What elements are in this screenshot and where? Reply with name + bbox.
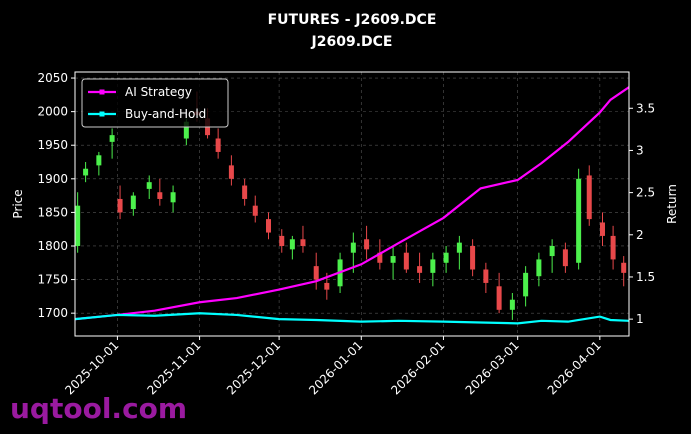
candle-body [170, 192, 176, 203]
candle-body [96, 155, 102, 166]
chart-title: FUTURES - J2609.DCE [268, 12, 437, 28]
plot-frame [74, 71, 630, 337]
candle-body [430, 259, 436, 273]
candle-body [610, 235, 616, 260]
candle-body [496, 286, 502, 310]
legend-box [81, 78, 229, 128]
legend-label: Buy-and-Hold [125, 107, 206, 121]
candle-body [621, 262, 627, 273]
y2-tick-label: 1 [636, 312, 644, 326]
candle-body [130, 195, 136, 210]
y-tick-label: 1700 [37, 306, 68, 320]
y-tick-label: 1900 [37, 172, 68, 186]
candle-body [289, 239, 295, 250]
y2-axis-label: Return [665, 184, 679, 224]
candle-body [576, 178, 582, 263]
y2-tick-label: 3 [636, 143, 644, 157]
candle-body [523, 272, 529, 297]
y2-tick-label: 2 [636, 228, 644, 242]
candle-body [242, 185, 248, 199]
y2-tick-label: 1.5 [636, 270, 655, 284]
y2-tick-label: 2.5 [636, 186, 655, 200]
legend-marker [99, 111, 105, 117]
candle-body [536, 259, 542, 277]
chart-subtitle: J2609.DCE [311, 34, 393, 50]
candle-body [117, 198, 123, 213]
candle-body [300, 239, 306, 246]
candle-body [83, 168, 89, 176]
y-axis-label: Price [11, 189, 25, 218]
candle-body [377, 252, 383, 263]
candle-body [266, 219, 272, 233]
candle-body [562, 249, 568, 267]
candle-body [157, 192, 163, 199]
candle-body [313, 266, 319, 280]
candle-body [599, 222, 605, 236]
y-tick-label: 1850 [37, 205, 68, 219]
y-tick-label: 1750 [37, 273, 68, 287]
candle-body [470, 245, 476, 270]
legend-label: AI Strategy [125, 85, 192, 99]
candle-body [324, 282, 330, 290]
candle-body [483, 269, 489, 283]
candle-body [228, 165, 234, 179]
candle-body [549, 245, 555, 257]
candle-body [456, 242, 462, 253]
legend-marker [99, 89, 105, 95]
candle-body [390, 256, 396, 263]
candle-body [350, 242, 356, 253]
candle-body [403, 252, 409, 270]
candle-body [146, 182, 152, 189]
candle-body [364, 239, 370, 250]
candle-body [252, 205, 258, 216]
candle-body [279, 235, 285, 246]
y2-tick-label: 3.5 [636, 101, 655, 115]
candle-body [215, 138, 221, 152]
series-line [74, 86, 630, 321]
candle-body [417, 266, 423, 273]
candle-body [183, 121, 189, 139]
candle-body [586, 175, 592, 220]
series-line [74, 312, 630, 325]
candle-body [509, 299, 515, 310]
y-tick-label: 2050 [37, 71, 68, 85]
y-tick-label: 1800 [37, 239, 68, 253]
y-tick-label: 1950 [37, 138, 68, 152]
watermark: uqtool.com [10, 392, 187, 425]
legend: AI Strategy Buy-and-Hold [81, 78, 229, 128]
candle-body [75, 205, 81, 246]
candle-body [443, 252, 449, 263]
candle-body [109, 135, 115, 142]
y-tick-label: 2000 [37, 105, 68, 119]
